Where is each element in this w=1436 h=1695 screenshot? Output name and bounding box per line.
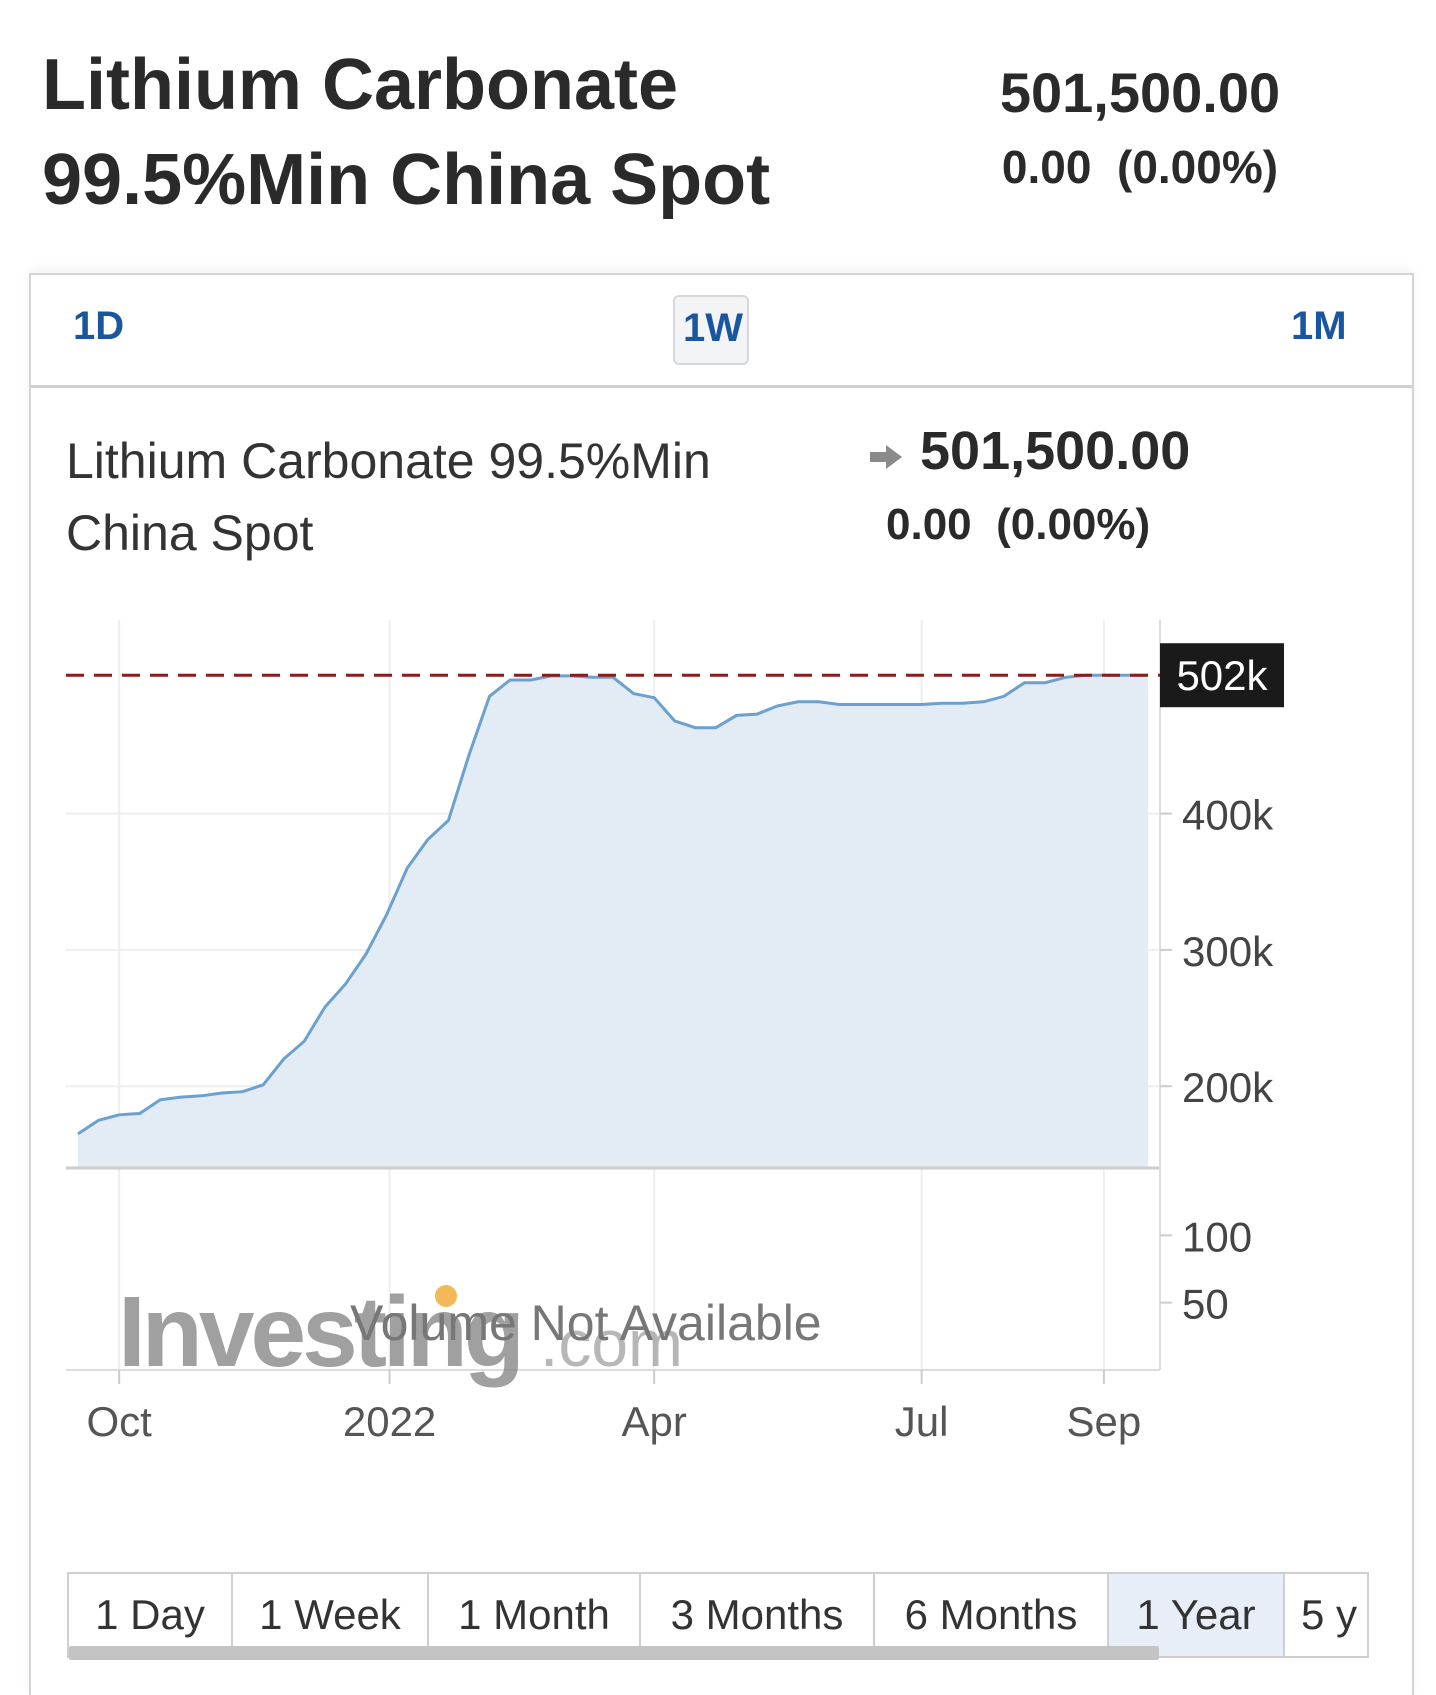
x-tick-label: Oct xyxy=(86,1398,152,1445)
volume-not-available: Volume Not Available xyxy=(350,1295,822,1351)
tab-1w[interactable]: 1W xyxy=(673,295,749,365)
volume-tick-label: 100 xyxy=(1182,1213,1252,1260)
x-tick-label: Apr xyxy=(621,1398,686,1445)
period-tab-5-y[interactable]: 5 y xyxy=(1285,1574,1367,1656)
price-area xyxy=(78,675,1148,1168)
period-tab-1-month[interactable]: 1 Month xyxy=(429,1574,641,1656)
period-tabs-scrollbar[interactable] xyxy=(69,1646,1159,1660)
tab-1m[interactable]: 1M xyxy=(1291,304,1347,348)
instrument-change-percent: (0.00%) xyxy=(996,500,1151,549)
period-tab-6-months[interactable]: 6 Months xyxy=(875,1574,1109,1656)
header-change-value: 0.00 xyxy=(1001,141,1092,193)
instrument-change-value: 0.00 xyxy=(886,500,972,549)
watermark-suffix: .com xyxy=(540,1306,683,1380)
price-line xyxy=(77,673,1148,1136)
x-tick-label: Sep xyxy=(1067,1398,1142,1445)
period-tab-1-year[interactable]: 1 Year xyxy=(1109,1574,1285,1656)
page-title-line1: Lithium Carbonate xyxy=(42,45,679,125)
instrument-name-line1: Lithium Carbonate 99.5%Min xyxy=(66,433,711,489)
period-tabs: 1 Day 1 Week 1 Month 3 Months 6 Months 1 Year… xyxy=(67,1572,1369,1658)
period-tab-1-day[interactable]: 1 Day xyxy=(69,1574,233,1656)
current-price-label: 502k xyxy=(1176,652,1268,699)
price-chart[interactable]: Investing .com Volume Not Available 400k… xyxy=(0,0,1436,1560)
x-axis-labels: Oct 2022 Apr Jul Sep xyxy=(86,1398,1141,1445)
instrument-name: Lithium Carbonate 99.5%Min China Spot xyxy=(66,425,806,569)
right-arrow-icon xyxy=(870,445,902,469)
page-title: Lithium Carbonate 99.5%Min China Spot xyxy=(42,38,922,228)
x-tick-label: 2022 xyxy=(343,1398,436,1445)
investing-watermark: Investing .com xyxy=(118,1276,683,1388)
instrument-change: 0.00 (0.00%) xyxy=(886,500,1150,550)
current-price-marker: 502k xyxy=(66,643,1284,708)
y-tick-label: 300k xyxy=(1182,928,1274,975)
watermark-brand: Investing xyxy=(118,1276,521,1388)
chart-axes xyxy=(66,620,1161,1384)
x-tick-label: Jul xyxy=(895,1398,949,1445)
period-tab-3-months[interactable]: 3 Months xyxy=(641,1574,875,1656)
watermark-dot xyxy=(435,1285,457,1307)
header-change: 0.00 (0.00%) xyxy=(930,140,1350,194)
y-tick-label: 200k xyxy=(1182,1064,1274,1111)
header-change-percent: (0.00%) xyxy=(1117,141,1279,193)
volume-tick-label: 50 xyxy=(1182,1281,1229,1328)
instrument-name-line2: China Spot xyxy=(66,505,314,561)
y-tick-label: 400k xyxy=(1182,792,1274,839)
period-tab-1-week[interactable]: 1 Week xyxy=(233,1574,429,1656)
header-price: 501,500.00 xyxy=(999,61,1281,124)
y-axis-labels: 400k 300k 200k 100 50 xyxy=(1160,792,1274,1328)
instrument-price: 501,500.00 xyxy=(920,421,1191,481)
page-title-line2: 99.5%Min China Spot xyxy=(42,140,771,220)
range-tabs: 1D 1W 1M xyxy=(31,275,1412,388)
tab-1d[interactable]: 1D xyxy=(73,304,125,348)
current-price-label-bg xyxy=(1160,643,1284,708)
